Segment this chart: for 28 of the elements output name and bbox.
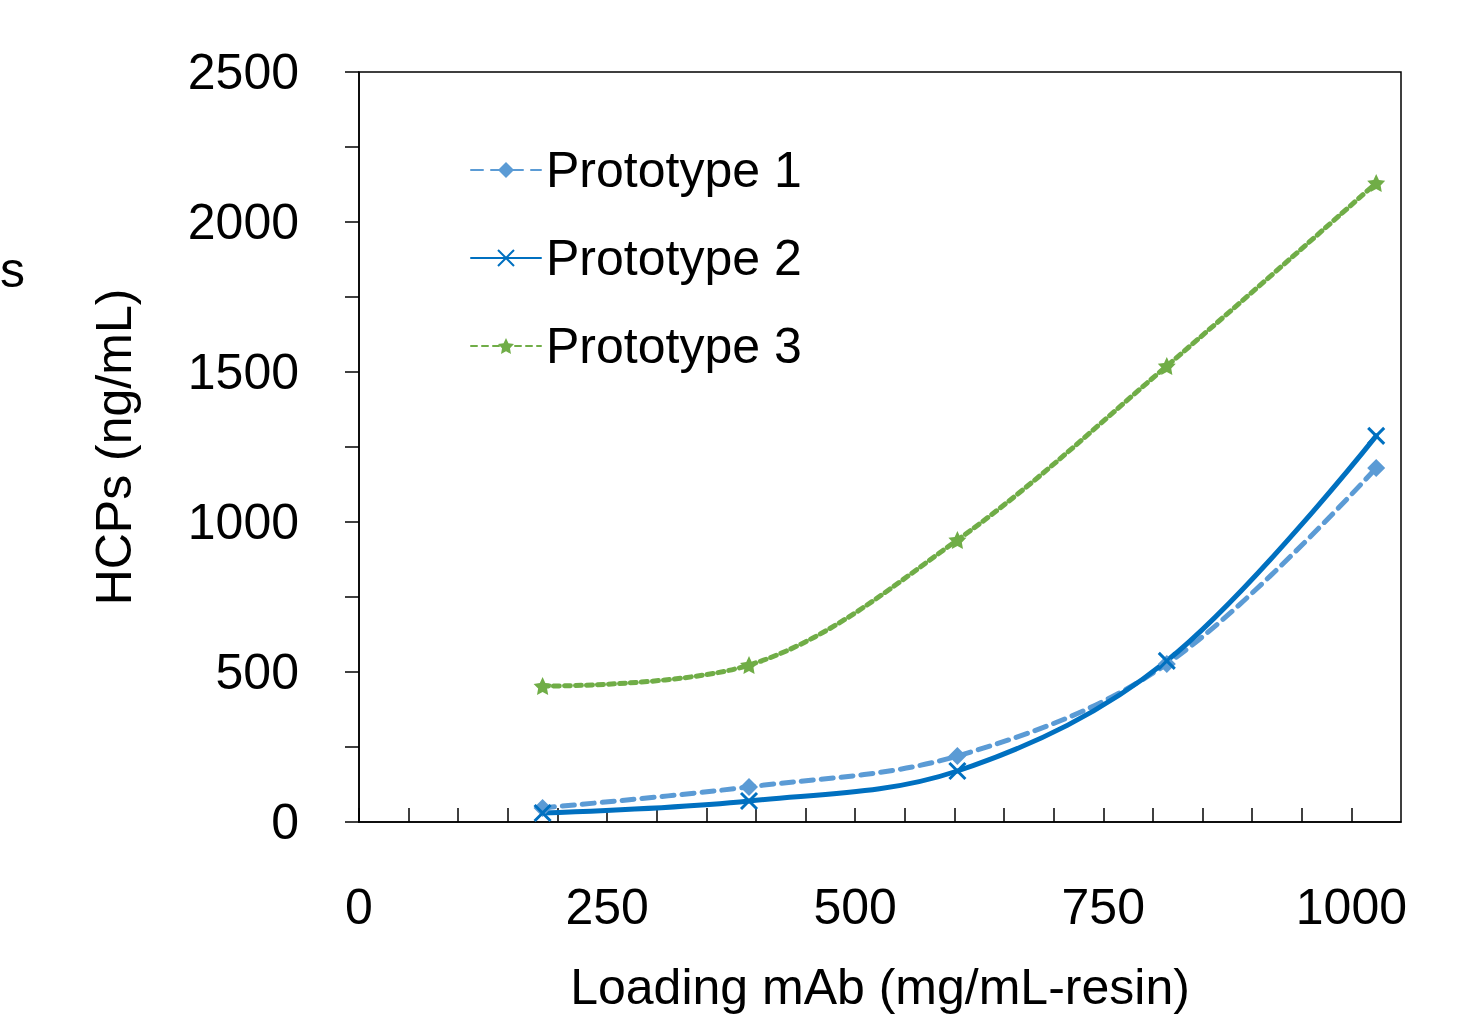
legend-label: Prototype 3	[546, 318, 802, 374]
y-tick-label: 2500	[187, 44, 299, 100]
legend-label: Prototype 1	[546, 142, 802, 198]
point	[1367, 459, 1386, 477]
x-tick-label: 250	[565, 879, 649, 935]
point	[739, 791, 759, 811]
y-axis-title: HCPs (ng/mL)	[86, 288, 142, 606]
point	[1366, 426, 1386, 446]
x-tick-label: 750	[1061, 879, 1145, 935]
y-tick-label: 0	[271, 794, 299, 850]
x-tick-label: 0	[345, 879, 373, 935]
point	[533, 803, 553, 823]
x-tick-label: 500	[813, 879, 897, 935]
point	[948, 747, 967, 765]
y-tick-label: 500	[215, 644, 299, 700]
y-tick-label: 1500	[187, 344, 299, 400]
y-tick-label: 1000	[187, 494, 299, 550]
text: s	[0, 242, 25, 298]
point	[533, 677, 552, 696]
y-tick-label: 2000	[187, 194, 299, 250]
point	[1367, 174, 1386, 192]
point	[948, 531, 967, 549]
x-tick-label: 1000	[1295, 879, 1407, 935]
point	[947, 761, 967, 781]
point	[1157, 357, 1176, 375]
x-axis-title: Loading mAb (mg/mL-resin)	[570, 959, 1190, 1015]
legend-label: Prototype 2	[546, 230, 802, 286]
point	[740, 777, 759, 796]
